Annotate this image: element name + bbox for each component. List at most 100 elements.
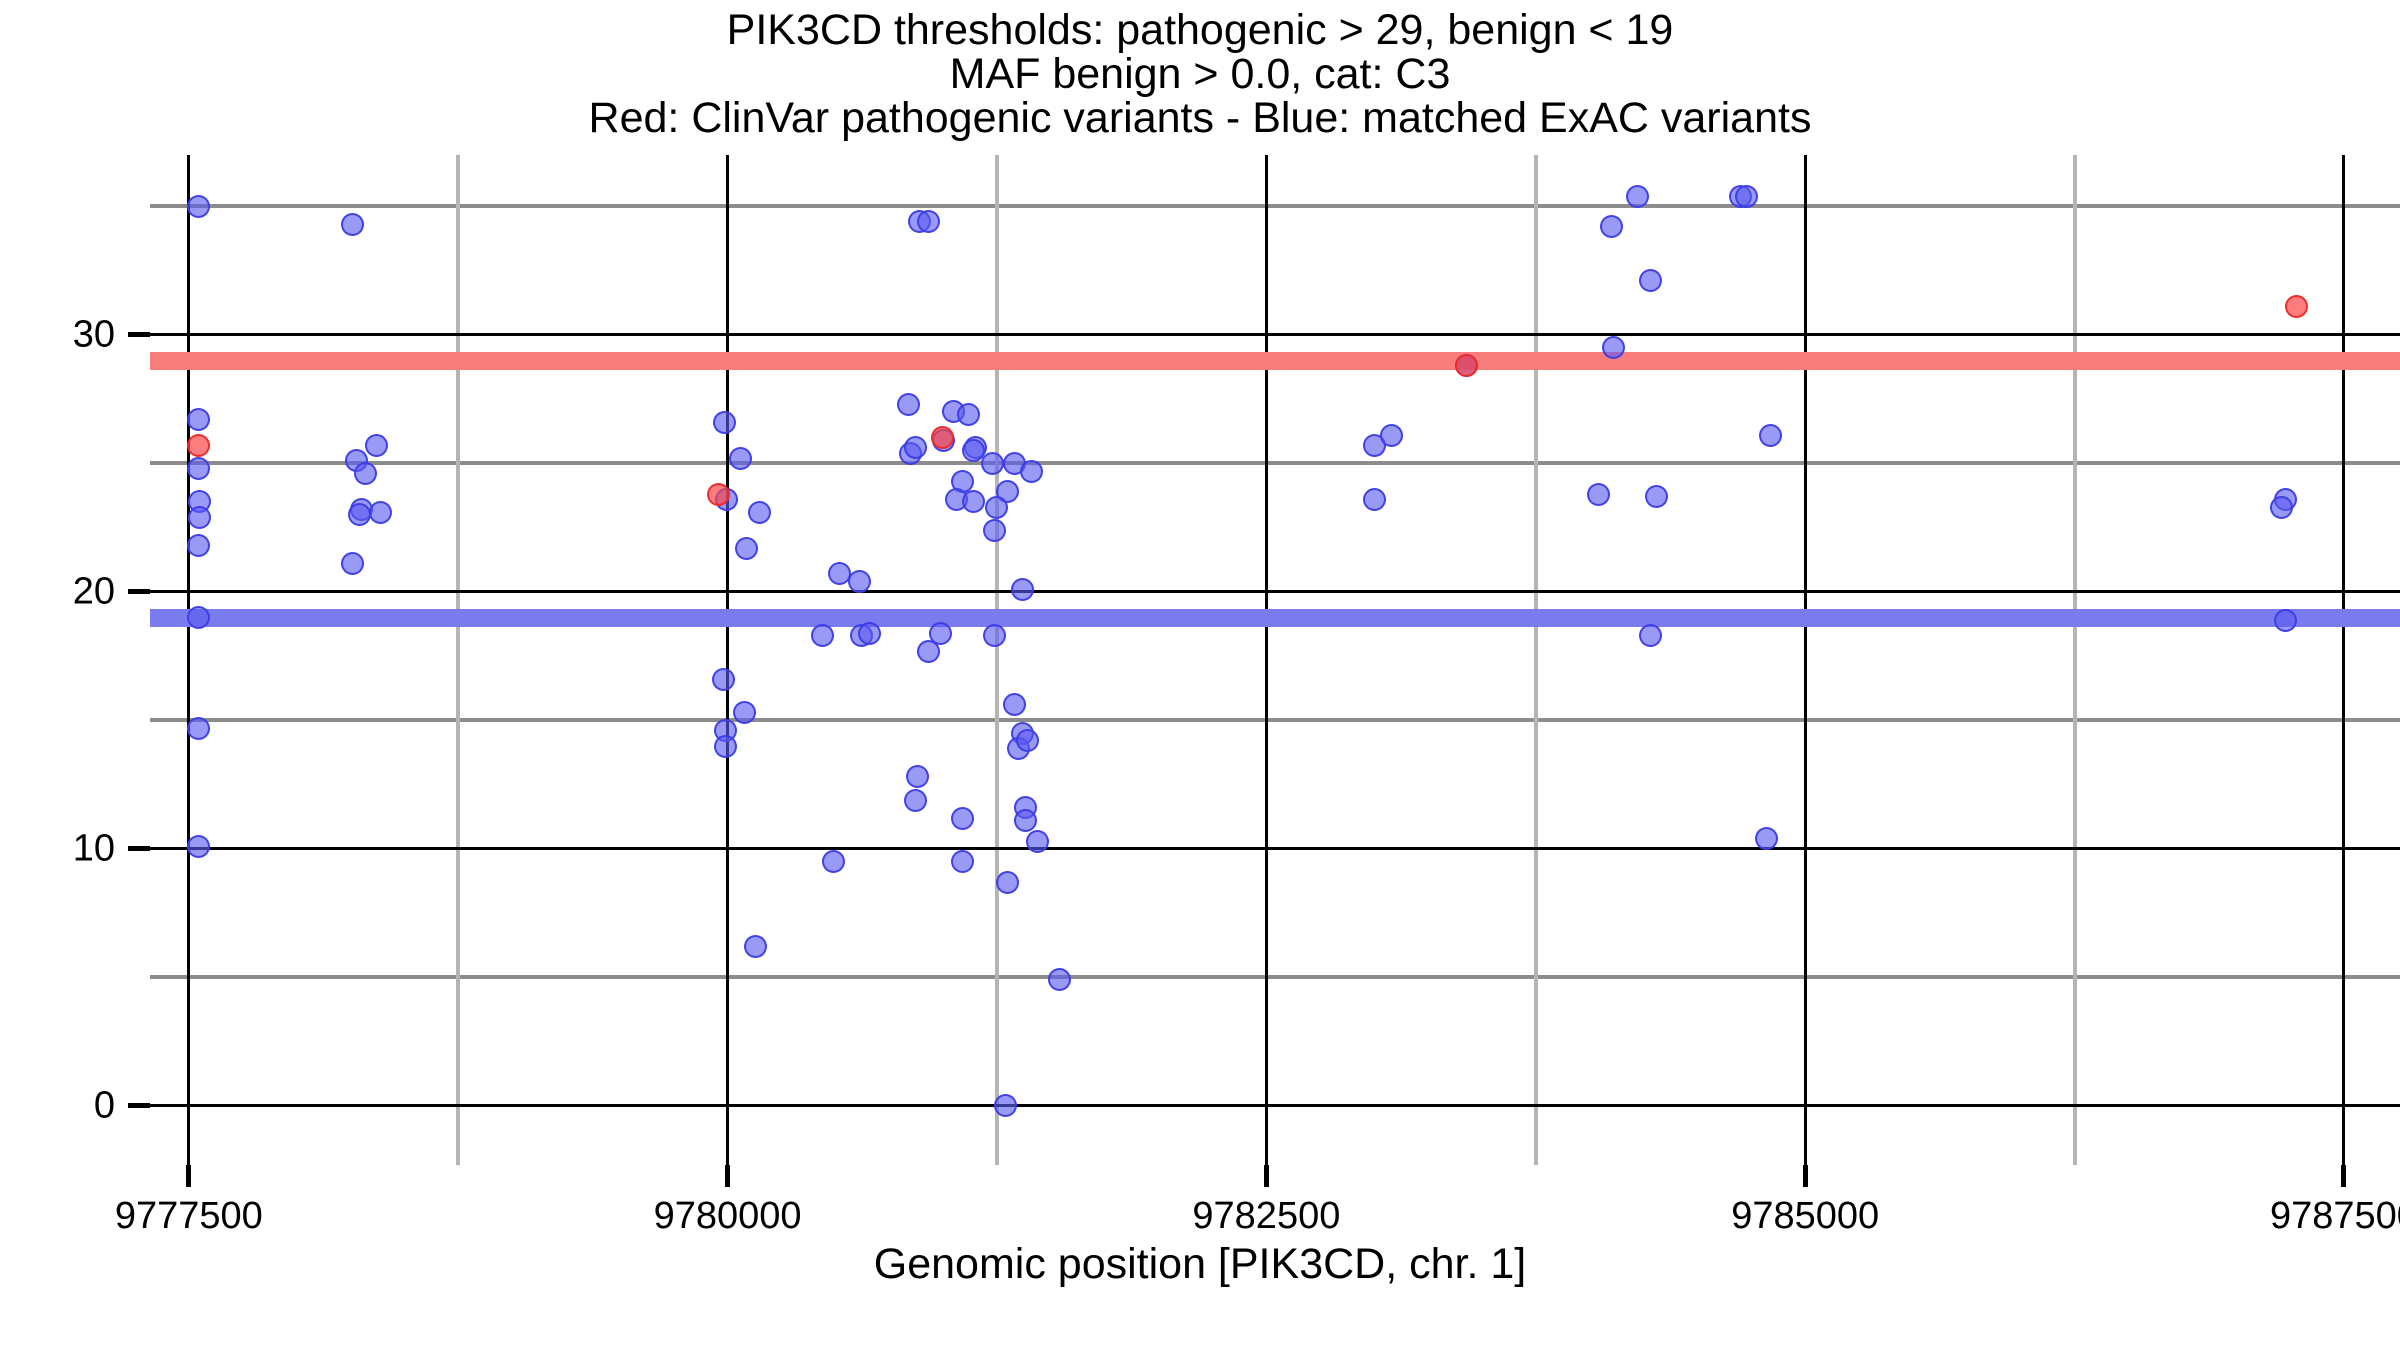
data-point-exac	[2269, 495, 2293, 519]
gridline-y-minor	[150, 204, 2400, 209]
data-point-exac	[712, 410, 736, 434]
data-point-exac	[187, 505, 211, 529]
data-point-exac	[1759, 423, 1783, 447]
x-tick-label: 9787500	[2269, 1195, 2400, 1237]
x-tick-mark	[725, 1165, 731, 1187]
gridline-y-major	[150, 333, 2400, 337]
data-point-exac	[897, 392, 921, 416]
data-point-exac	[744, 935, 768, 959]
gridline-x-major	[1264, 155, 1268, 1165]
gridline-y-minor	[150, 461, 2400, 466]
title-line-3: Red: ClinVar pathogenic variants - Blue:…	[588, 94, 1812, 142]
data-point-exac	[903, 436, 927, 460]
x-axis-label: Genomic position [PIK3CD, chr. 1]	[873, 1240, 1527, 1288]
data-point-exac	[354, 462, 378, 486]
data-point-exac	[1599, 215, 1623, 239]
data-point-exac	[1754, 827, 1778, 851]
data-point-exac	[364, 433, 388, 457]
x-tick-label: 9785000	[1731, 1195, 1880, 1237]
gridline-y-minor	[150, 975, 2400, 980]
data-point-exac	[981, 451, 1005, 475]
data-point-exac	[748, 500, 772, 524]
data-point-pathogenic	[930, 426, 954, 450]
data-point-exac	[983, 624, 1007, 648]
data-point-exac	[1362, 487, 1386, 511]
data-point-exac	[713, 734, 737, 758]
data-point-pathogenic	[2285, 295, 2309, 319]
gridline-y-major	[150, 590, 2400, 594]
title-line-2: MAF benign > 0.0, cat: C3	[949, 50, 1451, 98]
data-point-exac	[810, 624, 834, 648]
data-point-exac	[733, 701, 757, 725]
data-point-exac	[186, 457, 210, 481]
threshold-band-pathogenic-threshold	[150, 351, 2400, 370]
data-point-exac	[341, 552, 365, 576]
plot-canvas	[150, 155, 2400, 1165]
data-point-exac	[996, 870, 1020, 894]
data-point-exac	[903, 788, 927, 812]
x-tick-mark	[2341, 1165, 2347, 1187]
x-tick-label: 9780000	[653, 1195, 802, 1237]
data-point-exac	[1735, 184, 1759, 208]
data-point-exac	[1601, 336, 1625, 360]
data-point-exac	[1047, 968, 1071, 992]
gridline-x-minor	[456, 155, 461, 1165]
data-point-pathogenic	[186, 433, 210, 457]
data-point-exac	[735, 536, 759, 560]
data-point-exac	[957, 403, 981, 427]
data-point-exac	[186, 606, 210, 630]
data-point-exac	[985, 495, 1009, 519]
gridline-y-major	[150, 1104, 2400, 1108]
data-point-exac	[1013, 809, 1037, 833]
chart-title: PIK3CD thresholds: pathogenic > 29, beni…	[0, 8, 2400, 140]
y-tick-label: 10	[72, 827, 115, 870]
y-tick-mark	[128, 589, 150, 595]
x-tick-label: 9777500	[114, 1195, 263, 1237]
data-point-pathogenic	[707, 482, 731, 506]
data-point-exac	[905, 765, 929, 789]
y-tick-label: 0	[93, 1084, 115, 1127]
x-tick-mark	[186, 1165, 192, 1187]
data-point-exac	[186, 534, 210, 558]
gridline-x-major	[187, 155, 191, 1165]
y-tick-mark	[128, 332, 150, 338]
data-point-exac	[916, 210, 940, 234]
gridline-x-minor	[1533, 155, 1538, 1165]
data-point-exac	[951, 850, 974, 874]
data-point-exac	[369, 500, 393, 524]
gridline-x-major	[2342, 155, 2346, 1165]
data-point-exac	[1586, 482, 1610, 506]
x-tick-label: 9782500	[1192, 1195, 1341, 1237]
gridline-y-minor	[150, 718, 2400, 723]
data-point-pathogenic	[1455, 354, 1479, 378]
data-point-exac	[1379, 423, 1403, 447]
x-tick-mark	[1263, 1165, 1269, 1187]
data-point-exac	[341, 212, 365, 236]
gridline-x-minor	[2072, 155, 2077, 1165]
y-tick-mark	[128, 846, 150, 852]
y-tick-label: 30	[72, 313, 115, 356]
data-point-exac	[847, 570, 871, 594]
data-point-exac	[929, 621, 953, 645]
data-point-exac	[1638, 269, 1662, 293]
data-point-exac	[1625, 184, 1649, 208]
gridline-y-major	[150, 847, 2400, 851]
x-tick-mark	[1802, 1165, 1808, 1187]
data-point-exac	[2274, 608, 2298, 632]
y-tick-mark	[128, 1103, 150, 1109]
plot-area	[150, 155, 2400, 1165]
data-point-exac	[961, 490, 985, 514]
data-point-exac	[347, 503, 371, 527]
threshold-band-benign-threshold	[150, 608, 2400, 627]
gridline-x-minor	[994, 155, 999, 1165]
data-point-exac	[961, 439, 985, 463]
gridline-x-major	[1803, 155, 1807, 1165]
data-point-exac	[916, 639, 940, 663]
data-point-exac	[1644, 485, 1668, 509]
data-point-exac	[729, 446, 753, 470]
data-point-exac	[1026, 829, 1050, 853]
data-point-exac	[1019, 459, 1043, 483]
data-point-exac	[1011, 577, 1035, 601]
data-point-exac	[186, 716, 210, 740]
